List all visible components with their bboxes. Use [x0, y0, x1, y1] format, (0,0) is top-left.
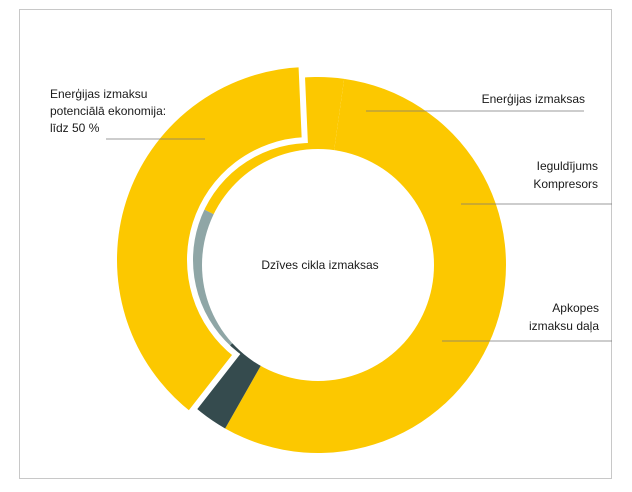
donut-slice-1 — [179, 332, 269, 429]
investment-label-line-1: Ieguldījums — [537, 159, 598, 173]
savings-arc — [111, 61, 308, 419]
investment-label-line-2: Kompresors — [533, 177, 598, 191]
savings-label-line-2: potenciālā ekonomija: — [50, 104, 166, 118]
maintenance-label-line-2: izmaksu daļa — [529, 319, 599, 333]
savings-outer-arc — [111, 61, 308, 419]
energy-label: Enerģijas izmaksas — [482, 92, 585, 106]
center-label: Dzīves cikla izmaksas — [261, 258, 378, 272]
savings-label-line-3: līdz 50 % — [50, 121, 100, 135]
savings-label-line-1: Enerģijas izmaksu — [50, 87, 147, 101]
maintenance-label-line-1: Apkopes — [552, 301, 599, 315]
donut-hole — [202, 149, 434, 381]
donut-slice-0 — [225, 78, 506, 454]
